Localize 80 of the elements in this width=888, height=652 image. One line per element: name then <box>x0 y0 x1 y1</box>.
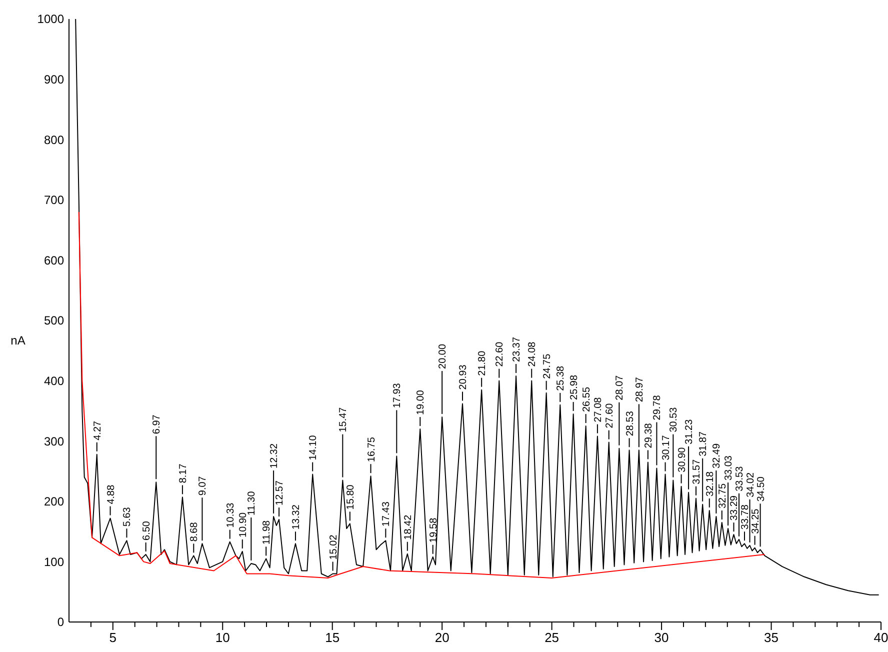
x-tick-label: 5 <box>109 630 117 645</box>
annotation: 26.55 <box>581 386 592 412</box>
y-tick-label: 800 <box>44 132 64 147</box>
annotation: 20.00 <box>438 344 449 369</box>
annotation: 23.37 <box>512 336 523 362</box>
annotation: 20.93 <box>458 364 469 390</box>
annotation: 33.03 <box>724 455 735 481</box>
y-tick-label: 1000 <box>37 12 64 26</box>
annotation: 32.75 <box>717 483 728 509</box>
y-tick-label: 900 <box>44 72 64 86</box>
y-tick-label: 600 <box>44 253 64 268</box>
annotation: 27.60 <box>604 402 616 428</box>
annotation: 8.17 <box>178 463 189 484</box>
annotation: 32.18 <box>704 470 716 496</box>
x-tick-label: 10 <box>215 630 230 645</box>
annotation: 33.53 <box>734 466 746 492</box>
annotation: 27.08 <box>592 396 604 422</box>
annotation: 28.53 <box>624 410 636 436</box>
annotation: 21.80 <box>477 350 488 376</box>
annotation: 17.93 <box>392 382 404 408</box>
annotation: 24.08 <box>527 341 538 367</box>
x-tick-label: 15 <box>325 630 340 645</box>
annotation: 28.97 <box>634 376 646 402</box>
annotation: 12.32 <box>269 443 280 468</box>
annotation: 31.87 <box>698 430 710 456</box>
y-tick-label: 400 <box>44 374 64 388</box>
annotation: 19.00 <box>416 390 427 416</box>
line-series <box>78 211 766 578</box>
annotation: 10.33 <box>225 502 236 528</box>
y-tick-label: 300 <box>44 434 64 448</box>
annotation: 11.98 <box>262 520 273 545</box>
y-tick-label: 700 <box>44 193 64 208</box>
annotation: 16.75 <box>366 436 378 462</box>
annotation: 5.63 <box>122 506 134 527</box>
annotation: 34.50 <box>756 476 767 502</box>
annotation: 29.78 <box>652 394 664 420</box>
annotation: 6.97 <box>152 414 163 434</box>
annotation: 34.02 <box>745 472 756 498</box>
annotation: 13.32 <box>290 504 302 530</box>
x-tick-label: 25 <box>544 630 560 645</box>
annotation: 10.90 <box>238 512 249 538</box>
annotation: 31.57 <box>691 458 702 484</box>
x-tick-label: 20 <box>434 630 450 645</box>
y-tick-label: 100 <box>44 554 64 569</box>
annotation: 33.78 <box>740 504 751 530</box>
annotation: 31.23 <box>684 418 696 444</box>
line-series <box>75 19 880 596</box>
x-tick-label: 35 <box>764 630 779 645</box>
annotation: 22.60 <box>494 341 506 367</box>
annotation: 4.27 <box>92 420 104 440</box>
x-tick-label: 40 <box>874 630 888 645</box>
annotation: 12.57 <box>274 480 286 506</box>
annotation: 15.47 <box>338 406 350 432</box>
annotation: 19.58 <box>428 517 440 543</box>
annotation: 30.90 <box>676 446 688 472</box>
annotation: 30.17 <box>660 434 672 460</box>
annotation: 30.53 <box>668 406 680 432</box>
annotation: 4.88 <box>106 484 117 504</box>
annotation: 25.98 <box>568 374 580 400</box>
annotation: 15.02 <box>328 534 340 560</box>
y-axis-title: nA <box>10 334 26 348</box>
annotation: 6.50 <box>141 520 152 540</box>
annotation: 15.80 <box>345 484 356 510</box>
y-tick-label: 0 <box>57 615 64 630</box>
annotation: 33.29 <box>729 495 740 521</box>
annotation: 34.25 <box>750 508 762 534</box>
annotation: 29.38 <box>643 422 654 448</box>
annotation: 17.43 <box>381 501 392 527</box>
annotation: 25.38 <box>556 365 567 391</box>
annotation: 9.07 <box>198 476 209 496</box>
annotation: 28.07 <box>614 374 626 400</box>
annotation: 18.42 <box>402 514 414 540</box>
y-tick-label: 500 <box>44 314 64 328</box>
x-tick-label: 30 <box>654 630 669 645</box>
annotation: 8.68 <box>189 522 200 542</box>
y-tick-label: 200 <box>44 494 64 509</box>
annotation: 14.10 <box>308 434 320 460</box>
annotation: 24.75 <box>542 353 553 379</box>
annotation: 11.30 <box>246 490 258 516</box>
annotation: 32.49 <box>712 443 723 468</box>
